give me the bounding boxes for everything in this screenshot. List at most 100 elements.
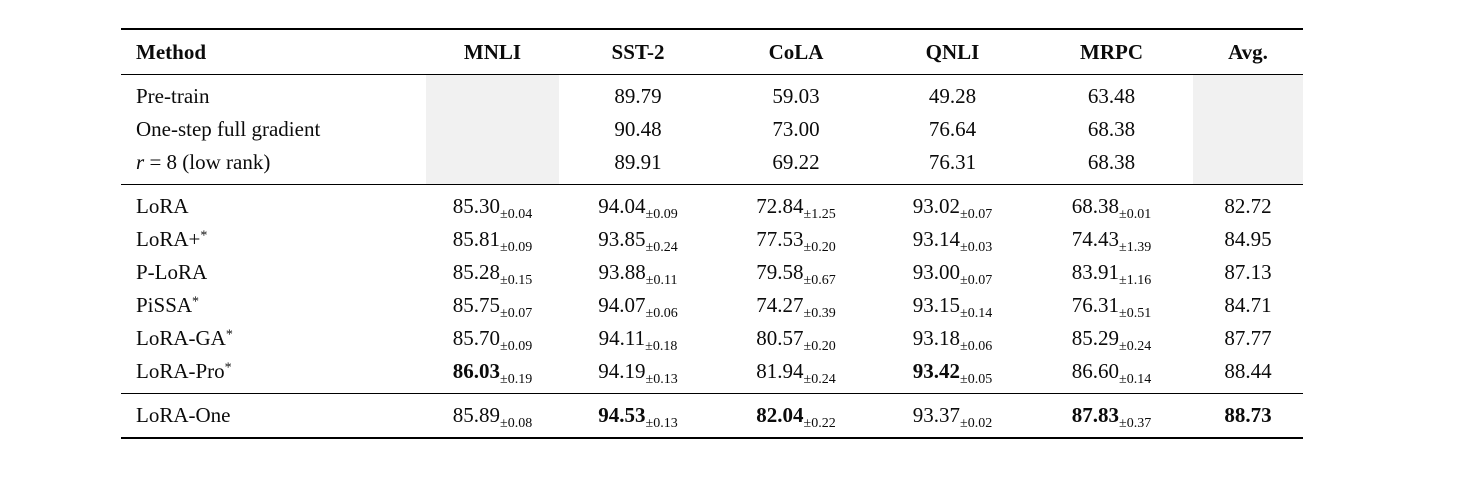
metric-value: 82.72 — [1224, 194, 1272, 218]
metric-value: 77.53 — [756, 227, 804, 251]
value-cell: 84.95 — [1193, 223, 1303, 256]
value-cell: 85.75±0.07 — [426, 289, 559, 322]
metric-value: 80.57 — [756, 326, 804, 350]
std-subscript: ±0.20 — [803, 239, 836, 255]
value-cell: 59.03 — [717, 75, 875, 114]
metric-value: 84.95 — [1224, 227, 1272, 251]
metric-value: 73.00 — [772, 117, 820, 141]
column-header: MRPC — [1030, 29, 1193, 75]
column-header: Avg. — [1193, 29, 1303, 75]
value-cell: 83.91±1.16 — [1030, 256, 1193, 289]
std-subscript: ±0.09 — [500, 239, 533, 255]
math-symbol: r — [136, 150, 145, 174]
metric-value: 93.15 — [912, 293, 961, 317]
value-cell: 93.18±0.06 — [875, 322, 1030, 355]
method-asterisk: * — [224, 360, 232, 376]
value-cell: 76.64 — [875, 113, 1030, 146]
value-cell: 94.04±0.09 — [559, 184, 717, 223]
metric-value: 69.22 — [772, 150, 820, 174]
method-cell: LoRA — [121, 184, 426, 223]
value-cell: 74.27±0.39 — [717, 289, 875, 322]
std-subscript: ±0.07 — [960, 272, 993, 288]
value-cell: 94.07±0.06 — [559, 289, 717, 322]
std-subscript: ±0.07 — [500, 305, 533, 321]
value-cell — [426, 146, 559, 185]
std-subscript: ±0.13 — [645, 371, 678, 387]
value-cell: 49.28 — [875, 75, 1030, 114]
table-row: LoRA+* 85.81±0.09 93.85±0.24 77.53±0.20 93.1… — [121, 223, 1303, 256]
value-cell: 81.94±0.24 — [717, 355, 875, 394]
metric-value: 76.31 — [1071, 293, 1120, 317]
metric-value: 85.30 — [452, 194, 501, 218]
value-cell: 88.44 — [1193, 355, 1303, 394]
std-subscript: ±0.08 — [500, 415, 533, 431]
std-subscript: ±1.25 — [803, 206, 836, 222]
metric-value: 83.91 — [1071, 260, 1120, 284]
table-row: Pre-train 89.79 59.03 49.28 63.48 — [121, 74, 1303, 114]
value-cell: 77.53±0.20 — [717, 223, 875, 256]
metric-value: 85.75 — [452, 293, 501, 317]
value-cell: 87.83±0.37 — [1030, 393, 1193, 438]
metric-value: 94.07 — [598, 293, 646, 317]
table-row: PiSSA* 85.75±0.07 94.07±0.06 74.27±0.39 93.1… — [121, 289, 1303, 322]
metric-value: 94.11 — [598, 326, 646, 350]
value-cell — [1193, 146, 1303, 185]
value-cell: 80.57±0.20 — [717, 322, 875, 355]
std-subscript: ±0.22 — [803, 415, 836, 431]
value-cell: 85.81±0.09 — [426, 223, 559, 256]
value-cell: 93.88±0.11 — [559, 256, 717, 289]
std-subscript: ±0.01 — [1119, 206, 1152, 222]
value-cell: 72.84±1.25 — [717, 184, 875, 223]
value-cell: 94.19±0.13 — [559, 355, 717, 394]
std-subscript: ±0.05 — [960, 371, 993, 387]
std-subscript: ±1.16 — [1119, 272, 1152, 288]
std-subscript: ±0.20 — [803, 338, 836, 354]
std-subscript: ±0.14 — [960, 305, 993, 321]
metric-value: 76.31 — [928, 150, 977, 174]
method-cell: LoRA-One — [121, 393, 426, 438]
metric-value: 59.03 — [772, 84, 820, 108]
value-cell: 73.00 — [717, 113, 875, 146]
metric-value: 68.38 — [1071, 194, 1120, 218]
method-cell: One-step full gradient — [136, 117, 321, 141]
method-cell: Pre-train — [136, 84, 210, 108]
metric-value: 49.28 — [928, 84, 977, 108]
value-cell: 86.03±0.19 — [426, 355, 559, 394]
value-cell — [426, 74, 559, 113]
column-header: Method — [121, 29, 426, 75]
metric-value: 89.91 — [614, 150, 662, 174]
value-cell: 74.43±1.39 — [1030, 223, 1193, 256]
metric-value: 76.64 — [928, 117, 977, 141]
value-cell: 87.77 — [1193, 322, 1303, 355]
std-subscript: ±1.39 — [1119, 239, 1152, 255]
value-cell: 82.72 — [1193, 184, 1303, 223]
metric-value: 85.29 — [1071, 326, 1120, 350]
std-subscript: ±0.24 — [803, 371, 836, 387]
metric-value: 72.84 — [756, 194, 804, 218]
method-asterisk: * — [192, 294, 200, 310]
metric-value: 86.60 — [1071, 359, 1120, 383]
std-subscript: ±0.03 — [960, 239, 993, 255]
value-cell: 90.48 — [559, 113, 717, 146]
value-cell: 68.38 — [1030, 113, 1193, 146]
metric-value: 94.53 — [598, 403, 646, 427]
std-subscript: ±0.04 — [500, 206, 533, 222]
std-subscript: ±0.39 — [803, 305, 836, 321]
method-cell: PiSSA* — [136, 293, 200, 317]
value-cell: 84.71 — [1193, 289, 1303, 322]
value-cell: 79.58±0.67 — [717, 256, 875, 289]
paper-results-table-container: Method MNLI SST-2 CoLA QNLI MRPC Avg. Pre-trai… — [121, 28, 1303, 439]
std-subscript: ±0.19 — [500, 371, 533, 387]
metric-value: 79.58 — [756, 260, 804, 284]
value-cell — [426, 113, 559, 146]
metric-value: 87.83 — [1071, 403, 1120, 427]
metric-value: 85.70 — [452, 326, 501, 350]
value-cell: 87.13 — [1193, 256, 1303, 289]
metric-value: 90.48 — [614, 117, 662, 141]
value-cell: 85.89±0.08 — [426, 393, 559, 438]
value-cell: 94.53±0.13 — [559, 393, 717, 438]
value-cell: 63.48 — [1030, 75, 1193, 114]
metric-value: 93.88 — [598, 260, 646, 284]
metric-value: 85.89 — [452, 403, 501, 427]
metric-value: 94.19 — [598, 359, 646, 383]
